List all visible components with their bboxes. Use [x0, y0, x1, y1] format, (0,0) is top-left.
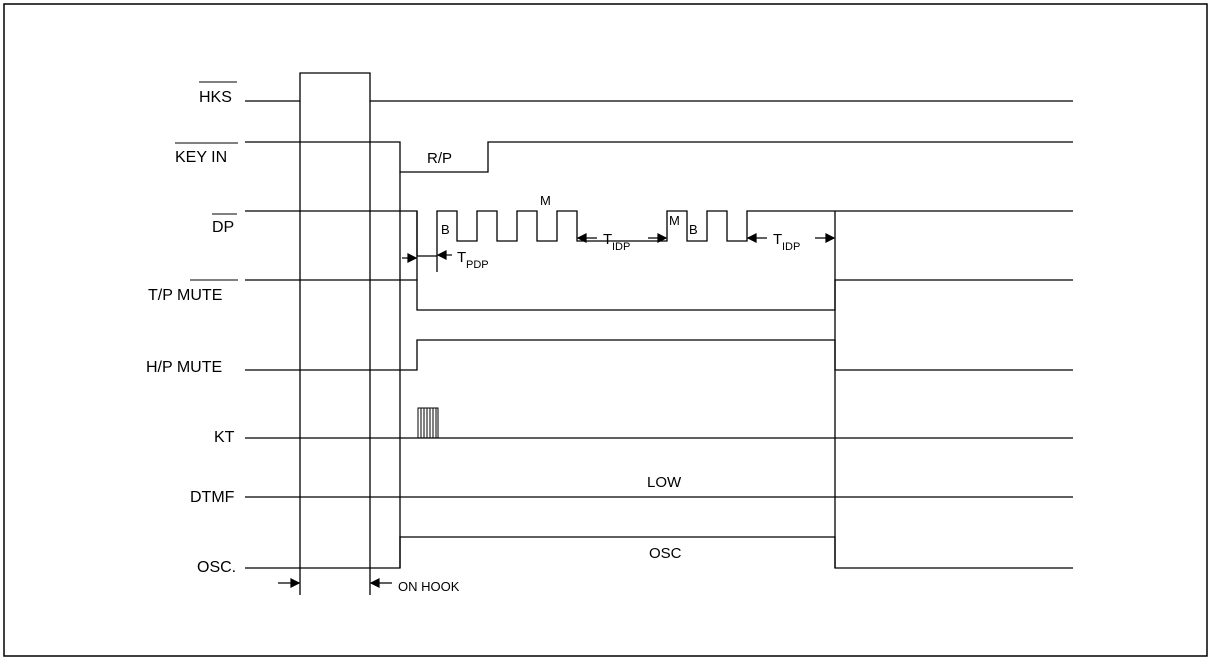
- arrowhead: [436, 250, 447, 260]
- annotation-rp: R/P: [427, 150, 452, 167]
- arrowhead: [576, 233, 587, 243]
- annotation-break-1: B: [441, 222, 450, 237]
- waveform-hks: [245, 72, 1073, 102]
- signal-name: DP: [212, 219, 234, 236]
- waveform-keyin: [245, 141, 1073, 173]
- signal-label-dp: DP: [212, 213, 237, 236]
- waveform-tp-mute: [245, 279, 1073, 311]
- signal-label-hp-mute: H/P MUTE: [146, 359, 222, 376]
- waveform-hp-mute: [245, 339, 1073, 371]
- annotation-low: LOW: [647, 474, 682, 491]
- arrowhead: [657, 233, 668, 243]
- arrowhead: [290, 578, 301, 588]
- annotation-make-1: M: [540, 193, 551, 208]
- annotation-break-2: B: [689, 222, 698, 237]
- label-tidp2-sub: IDP: [782, 241, 800, 253]
- kt-tone-burst: [417, 407, 439, 439]
- waveform-dp: [245, 210, 1073, 257]
- annotation-on-hook: ON HOOK: [398, 579, 460, 594]
- signal-name-prefix: T/P: [148, 287, 177, 304]
- label-tpdp-sub: PDP: [466, 259, 489, 271]
- arrowhead: [746, 233, 757, 243]
- arrowhead: [369, 578, 380, 588]
- signal-label-tp-mute: T/P MUTE: [148, 279, 238, 304]
- label-tpdp-t: T: [457, 249, 466, 266]
- arrowhead: [825, 233, 836, 243]
- annotation-make-2: M: [669, 213, 680, 228]
- signal-name: KEY IN: [175, 149, 227, 166]
- label-tidp-2: T IDP: [773, 231, 800, 253]
- signal-label-hks: HKS: [199, 81, 237, 106]
- label-tidp-1: T IDP: [603, 231, 630, 253]
- signal-label-osc: OSC.: [197, 559, 236, 576]
- signal-name: HKS: [199, 89, 232, 106]
- label-tidp1-t: T: [603, 231, 612, 248]
- signal-label-dtmf: DTMF: [190, 489, 235, 506]
- label-tpdp: T PDP: [457, 249, 489, 271]
- signal-label-keyin: KEY IN: [175, 142, 238, 166]
- label-tidp1-sub: IDP: [612, 241, 630, 253]
- annotation-osc: OSC: [649, 545, 682, 562]
- arrowhead: [407, 253, 418, 263]
- signal-name-main: MUTE: [177, 287, 222, 304]
- waveform-osc: [245, 536, 1073, 569]
- label-tidp2-t: T: [773, 231, 782, 248]
- diagram-border: [3, 3, 1208, 657]
- signal-name: T/P MUTE: [148, 287, 222, 304]
- signal-label-kt: KT: [214, 429, 235, 446]
